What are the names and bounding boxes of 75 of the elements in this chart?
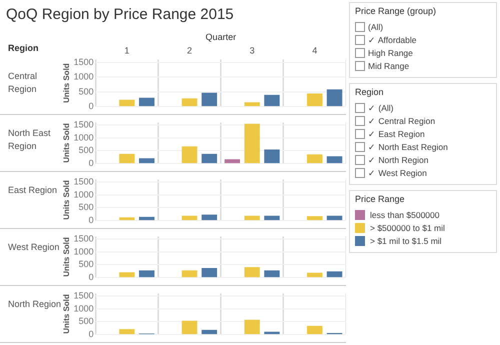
bar <box>306 326 322 334</box>
y-tick-label: 0 <box>88 101 94 112</box>
text: Price Range (group) <box>355 6 438 16</box>
text: North Region <box>8 299 62 309</box>
text: ✓ North East Region <box>368 142 448 152</box>
bar <box>182 146 198 164</box>
bar <box>306 154 322 164</box>
text: Mid Range <box>368 60 410 70</box>
y-tick-label: 1500 <box>74 57 94 68</box>
text: ✓ North Region <box>368 154 428 164</box>
legend-label: less than $500000 <box>370 210 440 220</box>
text: Central Region <box>8 71 38 94</box>
y-tick-label: 500 <box>78 145 94 156</box>
y-tick-label: 1000 <box>74 72 94 82</box>
y-tick-label: 1000 <box>74 189 94 200</box>
bar <box>139 98 154 106</box>
y-tick-label: 0 <box>88 158 94 168</box>
bar <box>244 102 260 106</box>
bar <box>264 149 280 164</box>
y-axis-title: Units Sold <box>62 180 72 220</box>
text: Region <box>355 87 385 97</box>
y-axis-title: Units Sold <box>62 294 72 334</box>
text: QoQ Region by Price Range 2015 <box>6 6 234 23</box>
y-tick-label: 1500 <box>74 233 94 244</box>
y-axis-title: Units Sold <box>62 63 72 103</box>
bar <box>202 330 218 334</box>
bar <box>326 89 342 106</box>
text: ✓ (All) <box>368 102 394 112</box>
y-tick-label: 1500 <box>74 119 94 130</box>
text: ✓ West Region <box>368 168 427 178</box>
bar <box>264 94 280 106</box>
text: East Region <box>8 185 58 195</box>
bar <box>119 100 135 106</box>
text: Region <box>8 43 38 53</box>
x-tick-label: 4 <box>312 46 318 56</box>
y-tick-label: 500 <box>78 316 94 326</box>
y-tick-label: 500 <box>78 202 94 212</box>
bar <box>244 320 260 334</box>
y-tick-label: 1500 <box>74 290 94 300</box>
y-tick-label: 1500 <box>74 176 94 186</box>
legend-label: > $1 mil to $1.5 mil <box>370 236 442 246</box>
bar <box>306 94 322 106</box>
y-tick-label: 500 <box>78 86 94 96</box>
y-tick-label: 500 <box>78 259 94 270</box>
y-axis-title: Units Sold <box>62 123 72 163</box>
y-tick-label: 0 <box>88 215 94 226</box>
bar <box>326 156 342 164</box>
bar <box>202 92 218 106</box>
text: ✓ Affordable <box>368 34 416 44</box>
y-tick-label: 0 <box>88 272 94 282</box>
text: ✓ Central Region <box>368 116 436 126</box>
text: West Region <box>8 242 60 252</box>
x-tick-label: 3 <box>250 46 255 56</box>
legend-title: Price Range <box>355 194 406 204</box>
y-tick-label: 0 <box>88 329 94 340</box>
text: High Range <box>368 48 413 58</box>
bar <box>244 124 260 164</box>
text: ✓ East Region <box>368 128 425 138</box>
text: (All) <box>368 22 384 32</box>
bar <box>139 158 154 164</box>
bar <box>224 159 240 164</box>
y-tick-label: 1000 <box>74 246 94 256</box>
x-tick-label: 1 <box>124 46 130 56</box>
bar <box>119 154 135 164</box>
y-axis-title: Units Sold <box>62 237 72 277</box>
bar <box>182 320 198 334</box>
bar <box>119 329 135 334</box>
x-axis-title: Quarter <box>206 32 236 42</box>
x-tick-label: 2 <box>187 46 192 56</box>
legend-label: > $500000 to $1 mil <box>370 222 445 232</box>
bar <box>202 154 218 164</box>
text: North East Region <box>8 128 51 151</box>
bar <box>182 98 198 106</box>
y-tick-label: 1000 <box>74 303 94 314</box>
y-tick-label: 1000 <box>74 132 94 142</box>
